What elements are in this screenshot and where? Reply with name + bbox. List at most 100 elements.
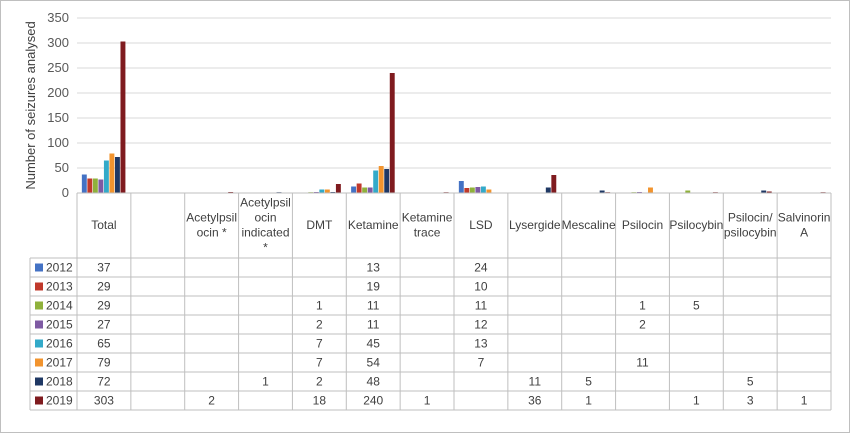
bar-2018-12 xyxy=(761,190,767,193)
bar-2019-4 xyxy=(335,184,341,193)
data-label-2019-5: 240 xyxy=(363,394,383,408)
data-label-2018-3: 1 xyxy=(262,375,269,389)
data-label-2018-8: 11 xyxy=(529,375,542,389)
data-label-2019-0: 303 xyxy=(94,394,114,408)
bar-2016-4 xyxy=(319,189,325,193)
legend-label-2012: 2012 xyxy=(46,261,73,275)
data-label-2013-0: 29 xyxy=(97,280,111,294)
data-label-2017-7: 7 xyxy=(478,356,485,370)
category-label: Psilocin xyxy=(622,218,663,232)
bar-2013-5 xyxy=(356,183,362,193)
category-label: psilocybin xyxy=(724,226,777,240)
legend-swatch-2018 xyxy=(35,377,43,386)
data-label-2012-0: 37 xyxy=(97,261,111,275)
bar-2016-0 xyxy=(103,160,109,193)
bar-2016-7 xyxy=(480,186,486,193)
data-label-2012-7: 24 xyxy=(474,261,488,275)
bar-2012-5 xyxy=(351,186,357,193)
category-label: Acetylpsil xyxy=(240,196,291,210)
y-axis-title: Number of seizures analysed xyxy=(23,21,38,189)
y-tick-label: 100 xyxy=(47,135,69,150)
legend-label-2017: 2017 xyxy=(46,356,73,370)
category-label: DMT xyxy=(306,218,333,232)
bar-2018-5 xyxy=(384,169,390,193)
category-label: Mescaline xyxy=(562,218,616,232)
legend-swatch-2012 xyxy=(35,263,43,272)
bar-2019-0 xyxy=(120,41,126,193)
data-label-2014-11: 5 xyxy=(693,299,700,313)
bar-2017-4 xyxy=(324,189,330,193)
y-tick-label: 200 xyxy=(47,85,69,100)
legend-swatch-2014 xyxy=(35,301,43,310)
legend-label-2013: 2013 xyxy=(46,280,73,294)
data-label-2015-5: 11 xyxy=(367,318,380,332)
bar-2015-7 xyxy=(475,187,481,193)
data-label-2019-13: 1 xyxy=(801,394,808,408)
bar-2019-12 xyxy=(766,191,772,193)
bar-2013-0 xyxy=(87,178,93,193)
legend-label-2019: 2019 xyxy=(46,394,73,408)
data-label-2015-7: 12 xyxy=(474,318,488,332)
category-label: Ketamine xyxy=(348,218,399,232)
data-label-2013-5: 19 xyxy=(367,280,381,294)
y-tick-label: 50 xyxy=(55,160,69,175)
data-label-2017-5: 54 xyxy=(367,356,381,370)
category-label: Psilocin/ xyxy=(728,211,773,225)
bar-2018-8 xyxy=(545,187,551,193)
bar-2017-5 xyxy=(378,166,384,193)
bar-2014-0 xyxy=(92,178,98,193)
category-label: Total xyxy=(91,218,116,232)
data-label-2019-6: 1 xyxy=(424,394,431,408)
data-label-2018-12: 5 xyxy=(747,375,754,389)
bar-2018-0 xyxy=(114,157,120,193)
legend-swatch-2013 xyxy=(35,282,43,291)
data-label-2019-2: 2 xyxy=(208,394,215,408)
bar-2014-11 xyxy=(685,190,691,193)
data-label-2019-12: 3 xyxy=(747,394,754,408)
category-label: trace xyxy=(414,226,441,240)
category-label: indicated xyxy=(241,226,289,240)
legend-label-2014: 2014 xyxy=(46,299,73,313)
data-label-2018-5: 48 xyxy=(367,375,381,389)
data-label-2017-0: 79 xyxy=(97,356,111,370)
data-label-2018-4: 2 xyxy=(316,375,323,389)
data-label-2014-5: 11 xyxy=(367,299,380,313)
bar-2015-0 xyxy=(98,179,104,193)
y-tick-label: 150 xyxy=(47,110,69,125)
data-label-2014-10: 1 xyxy=(639,299,646,313)
category-label: Ketamine xyxy=(402,211,453,225)
data-label-2019-11: 1 xyxy=(693,394,700,408)
category-label: ocin * xyxy=(197,226,227,240)
data-label-2016-0: 65 xyxy=(97,337,111,351)
bar-2014-5 xyxy=(362,187,368,193)
category-label: * xyxy=(263,241,268,255)
data-label-2019-9: 1 xyxy=(585,394,592,408)
bar-2019-8 xyxy=(551,175,557,193)
bar-2012-0 xyxy=(81,174,87,193)
data-label-2014-4: 1 xyxy=(316,299,323,313)
data-label-2014-7: 11 xyxy=(475,299,488,313)
y-tick-label: 0 xyxy=(62,185,69,200)
data-label-2015-4: 2 xyxy=(316,318,323,332)
data-label-2016-4: 7 xyxy=(316,337,323,351)
y-tick-label: 300 xyxy=(47,35,69,50)
category-label: Psilocybin xyxy=(669,218,723,232)
data-label-2019-8: 36 xyxy=(528,394,542,408)
legend-swatch-2017 xyxy=(35,358,43,367)
category-label: Lysergide xyxy=(509,218,561,232)
data-label-2017-4: 7 xyxy=(316,356,323,370)
legend-swatch-2019 xyxy=(35,396,43,405)
legend-label-2016: 2016 xyxy=(46,337,73,351)
data-label-2014-0: 29 xyxy=(97,299,111,313)
category-label: LSD xyxy=(469,218,493,232)
category-label: A xyxy=(800,226,808,240)
category-label: Acetylpsil xyxy=(186,211,237,225)
bar-2019-5 xyxy=(389,73,395,193)
data-label-2015-10: 2 xyxy=(639,318,646,332)
bar-2013-7 xyxy=(464,188,470,193)
data-label-2018-9: 5 xyxy=(585,375,592,389)
data-label-2012-5: 13 xyxy=(367,261,381,275)
bar-2018-9 xyxy=(599,190,605,193)
